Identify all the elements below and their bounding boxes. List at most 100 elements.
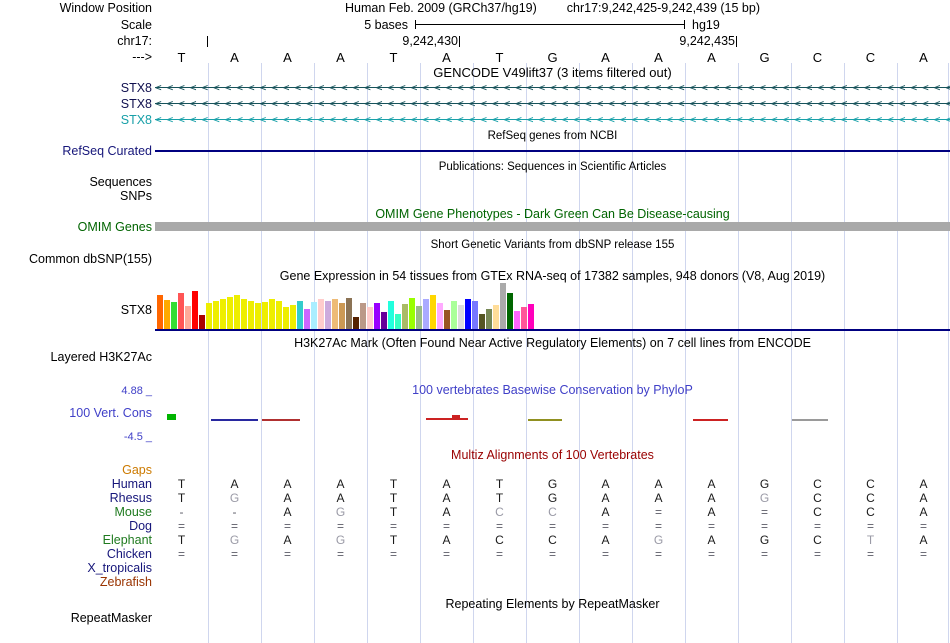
gtex-bar (493, 305, 499, 329)
alignment-cell: T (389, 505, 398, 519)
gtex-bar (304, 309, 310, 329)
gtex-bar (486, 309, 492, 329)
species-label[interactable]: Rhesus (109, 491, 152, 505)
scale-label: Scale (120, 18, 152, 32)
gtex-track-title[interactable]: Gene Expression in 54 tissues from GTEx … (279, 269, 826, 283)
refseq-track-title[interactable]: RefSeq genes from NCBI (487, 130, 618, 142)
alignment-cell: A (919, 533, 928, 547)
window-position-value: Human Feb. 2009 (GRCh37/hg19) chr17:9,242… (155, 1, 950, 15)
phylop-track-title[interactable]: 100 vertebrates Basewise Conservation by… (412, 383, 693, 397)
coordinate-value: 9,242,430 (402, 34, 458, 48)
alignment-cell: = (654, 519, 662, 533)
alignment-row-human[interactable]: Human T A A A T A T G A A A G C C A (0, 477, 950, 491)
gencode-track-title[interactable]: GENCODE V49lift37 (3 items filtered out) (433, 65, 672, 80)
publications-track-title[interactable]: Publications: Sequences in Scientific Ar… (438, 161, 667, 173)
gtex-bar (423, 299, 429, 329)
alignment-cell: = (866, 519, 874, 533)
gene-transcript-3[interactable]: <<<<<<<<<<<<<<<<<<<<<<<<<<<<<<<<<<<<<<<<… (155, 113, 950, 127)
species-label[interactable]: Dog (129, 519, 152, 533)
alignment-cell: = (389, 519, 397, 533)
species-label[interactable]: Mouse (114, 505, 152, 519)
gtex-bar (500, 283, 506, 329)
multiz-track-title[interactable]: Multiz Alignments of 100 Vertebrates (451, 448, 654, 462)
alignment-cell: A (283, 491, 292, 505)
alignment-row-dog[interactable]: Dog = = = = = = = = = = = = = = = (0, 519, 950, 533)
species-label[interactable]: Human (111, 477, 152, 491)
h3k27ac-track-title[interactable]: H3K27Ac Mark (Often Found Near Active Re… (294, 336, 811, 350)
omim-genes-label[interactable]: OMIM Genes (77, 220, 152, 234)
dbsnp-label[interactable]: Common dbSNP(155) (29, 252, 152, 266)
gridline (948, 63, 949, 643)
omim-gene-bar[interactable] (155, 222, 950, 231)
alignment-cell: = (707, 519, 715, 533)
alignment-cell: = (283, 519, 291, 533)
alignment-cell: A (442, 533, 451, 547)
snps-label[interactable]: SNPs (120, 189, 152, 203)
gene-transcript-1[interactable]: <<<<<<<<<<<<<<<<<<<<<<<<<<<<<<<<<<<<<<<<… (155, 81, 950, 95)
gene-transcript-2[interactable]: <<<<<<<<<<<<<<<<<<<<<<<<<<<<<<<<<<<<<<<<… (155, 97, 950, 111)
alignment-row-elephant[interactable]: Elephant T G A G T A C C A G A G C T A (0, 533, 950, 547)
gtex-bar (164, 300, 170, 329)
phylop-min-value: -4.5 _ (123, 431, 152, 443)
species-label[interactable]: Zebrafish (99, 575, 152, 589)
species-label[interactable]: Chicken (106, 547, 152, 561)
gtex-plot[interactable] (155, 283, 950, 331)
gtex-bar (255, 303, 261, 329)
alignment-row-mouse[interactable]: Mouse - - A G T A C C A = A = C C A (0, 505, 950, 519)
base-letter: G (547, 50, 558, 65)
gtex-bar (178, 293, 184, 329)
h3k27ac-label[interactable]: Layered H3K27Ac (50, 350, 152, 364)
base-letter: A (283, 50, 292, 65)
alignment-cell: = (919, 547, 927, 561)
alignment-cell: C (813, 477, 822, 491)
gtex-bar (409, 298, 415, 329)
alignment-row-x_tropicalis[interactable]: X_tropicalis (0, 561, 950, 575)
gtex-bar (479, 314, 485, 329)
alignment-cell: C (866, 491, 875, 505)
alignment-row-gaps[interactable]: Gaps (0, 463, 950, 477)
alignment-cell: C (866, 505, 875, 519)
gtex-bar (234, 295, 240, 329)
alignment-cell: = (548, 547, 556, 561)
alignment-cell: = (495, 519, 503, 533)
repeatmasker-label[interactable]: RepeatMasker (70, 611, 152, 625)
gtex-bar (437, 303, 443, 329)
gtex-bar (339, 303, 345, 329)
refseq-curated-label[interactable]: RefSeq Curated (62, 144, 152, 158)
phylop-label[interactable]: 100 Vert. Cons (69, 406, 152, 420)
alignment-row-zebrafish[interactable]: Zebrafish (0, 575, 950, 589)
alignment-cell: C (813, 533, 822, 547)
alignment-cell: = (601, 519, 609, 533)
gtex-bar (171, 302, 177, 329)
gtex-bar (395, 314, 401, 329)
gene-label-stx8-2[interactable]: STX8 (120, 97, 152, 111)
alignment-cell: = (442, 519, 450, 533)
species-label[interactable]: X_tropicalis (87, 561, 152, 575)
alignment-cell: = (919, 519, 927, 533)
gtex-bar (199, 315, 205, 329)
base-letter: A (654, 50, 663, 65)
alignment-cell: T (495, 491, 504, 505)
gtex-bar (269, 299, 275, 329)
species-label[interactable]: Gaps (122, 463, 152, 477)
refseq-gene-line[interactable] (155, 150, 950, 152)
base-letter: A (442, 50, 451, 65)
gtex-gene-label[interactable]: STX8 (120, 303, 152, 317)
alignment-cell: G (335, 505, 346, 519)
repeatmasker-track-title[interactable]: Repeating Elements by RepeatMasker (445, 597, 660, 611)
gene-label-stx8-3[interactable]: STX8 (120, 113, 152, 127)
dbsnp-track-title[interactable]: Short Genetic Variants from dbSNP releas… (430, 239, 675, 251)
gene-label-stx8-1[interactable]: STX8 (120, 81, 152, 95)
omim-track-title[interactable]: OMIM Gene Phenotypes - Dark Green Can Be… (375, 207, 730, 221)
gtex-bar (388, 301, 394, 329)
alignment-row-rhesus[interactable]: Rhesus T G A A T A T G A A A G C C A (0, 491, 950, 505)
species-label[interactable]: Elephant (102, 533, 152, 547)
alignment-cell: T (177, 533, 186, 547)
gtex-bar (290, 305, 296, 329)
alignment-cell: G (653, 533, 664, 547)
gtex-bar (465, 299, 471, 329)
alignment-row-chicken[interactable]: Chicken = = = = = = = = = = = = = = = (0, 547, 950, 561)
alignment-cell: A (707, 477, 716, 491)
alignment-cell: - (232, 505, 237, 519)
sequences-label[interactable]: Sequences (89, 175, 152, 189)
